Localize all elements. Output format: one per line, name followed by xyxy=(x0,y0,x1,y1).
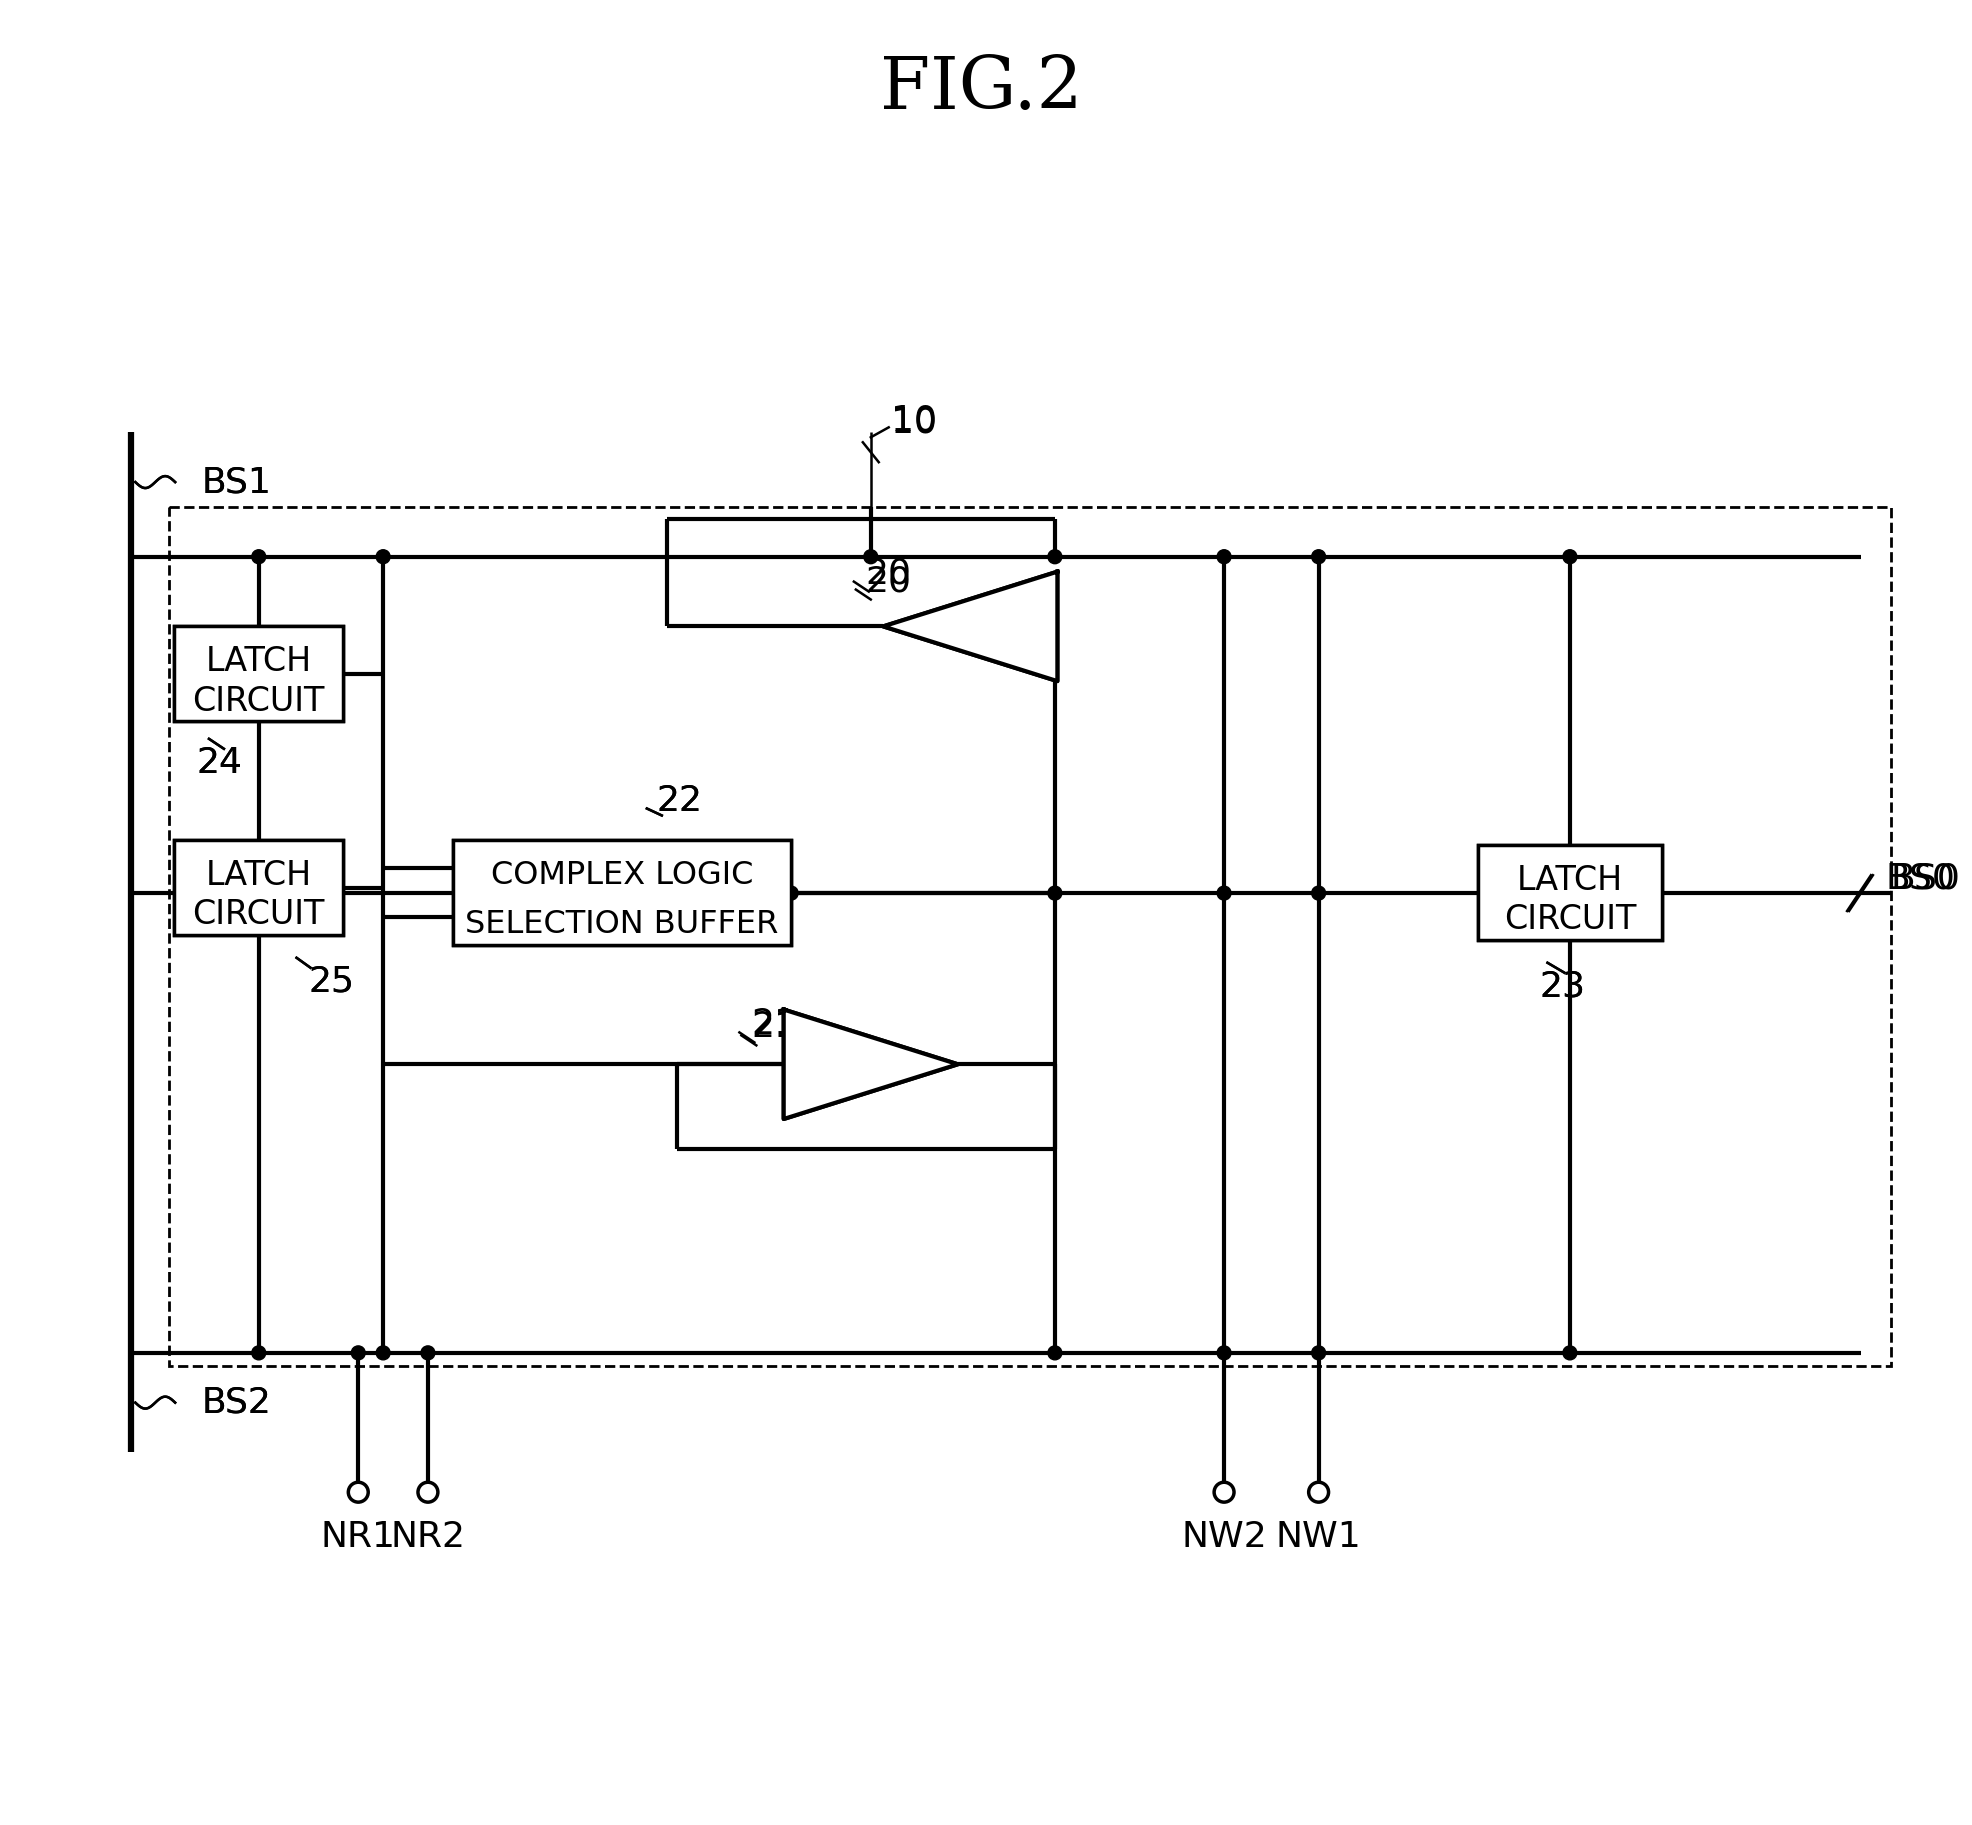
Text: LATCH: LATCH xyxy=(205,644,312,677)
Text: COMPLEX LOGIC: COMPLEX LOGIC xyxy=(491,860,753,891)
Text: 22: 22 xyxy=(657,783,702,818)
Circle shape xyxy=(1564,887,1578,900)
Bar xyxy=(174,626,343,721)
Polygon shape xyxy=(883,571,1057,681)
Text: 25: 25 xyxy=(308,965,355,998)
Circle shape xyxy=(351,1345,365,1360)
Circle shape xyxy=(1311,887,1325,900)
Polygon shape xyxy=(883,571,1057,681)
Text: BS0: BS0 xyxy=(1891,861,1960,896)
Circle shape xyxy=(1047,549,1061,564)
Text: BS1: BS1 xyxy=(201,465,270,498)
Text: NW1: NW1 xyxy=(1276,1520,1361,1553)
Text: 20: 20 xyxy=(866,564,911,599)
Text: 23: 23 xyxy=(1540,969,1585,1004)
Text: CIRCUIT: CIRCUIT xyxy=(1505,903,1637,936)
Circle shape xyxy=(1311,549,1325,564)
Text: COMPLEX LOGIC: COMPLEX LOGIC xyxy=(491,860,753,891)
Text: 23: 23 xyxy=(1540,969,1585,1004)
Text: SELECTION BUFFER: SELECTION BUFFER xyxy=(465,909,779,940)
Bar xyxy=(1477,845,1662,940)
Bar xyxy=(174,626,343,721)
Text: 21: 21 xyxy=(751,1011,797,1044)
Polygon shape xyxy=(783,1009,958,1119)
Text: 10: 10 xyxy=(891,403,937,438)
Circle shape xyxy=(377,1345,390,1360)
Text: 20: 20 xyxy=(866,557,911,591)
Text: CIRCUIT: CIRCUIT xyxy=(1505,903,1637,936)
Text: BS1: BS1 xyxy=(201,465,270,498)
Circle shape xyxy=(420,1345,436,1360)
Text: NW2: NW2 xyxy=(1181,1520,1266,1553)
Text: CIRCUIT: CIRCUIT xyxy=(193,898,325,931)
Text: LATCH: LATCH xyxy=(1516,863,1623,896)
Text: 10: 10 xyxy=(891,405,937,440)
Circle shape xyxy=(1564,549,1578,564)
Text: 24: 24 xyxy=(195,746,243,779)
Circle shape xyxy=(252,1345,266,1360)
Text: CIRCUIT: CIRCUIT xyxy=(193,684,325,717)
Text: CIRCUIT: CIRCUIT xyxy=(193,684,325,717)
Circle shape xyxy=(1217,887,1231,900)
Bar xyxy=(454,840,791,945)
Circle shape xyxy=(1564,1345,1578,1360)
Bar xyxy=(174,840,343,934)
Bar xyxy=(454,840,791,945)
Circle shape xyxy=(1047,1345,1061,1360)
Text: 21: 21 xyxy=(751,1007,797,1042)
Text: BS0: BS0 xyxy=(1885,861,1956,896)
Text: BS2: BS2 xyxy=(201,1385,270,1420)
Text: SELECTION BUFFER: SELECTION BUFFER xyxy=(465,909,779,940)
Text: BS2: BS2 xyxy=(201,1385,270,1420)
Text: 25: 25 xyxy=(308,965,355,998)
Text: LATCH: LATCH xyxy=(205,644,312,677)
Circle shape xyxy=(864,549,878,564)
Circle shape xyxy=(377,549,390,564)
Circle shape xyxy=(252,549,266,564)
Circle shape xyxy=(1311,1345,1325,1360)
Text: 22: 22 xyxy=(657,783,702,818)
Circle shape xyxy=(1047,887,1061,900)
Circle shape xyxy=(1217,549,1231,564)
Text: NR1: NR1 xyxy=(321,1520,396,1553)
Text: LATCH: LATCH xyxy=(205,860,312,892)
Bar xyxy=(170,507,1891,1365)
Circle shape xyxy=(785,887,799,900)
Text: 24: 24 xyxy=(195,746,243,779)
Polygon shape xyxy=(783,1009,958,1119)
Bar xyxy=(1477,845,1662,940)
Bar xyxy=(174,840,343,934)
Text: LATCH: LATCH xyxy=(205,860,312,892)
Text: NR2: NR2 xyxy=(390,1520,465,1553)
Circle shape xyxy=(1217,1345,1231,1360)
Text: FIG.2: FIG.2 xyxy=(880,53,1083,124)
Text: LATCH: LATCH xyxy=(1516,863,1623,896)
Text: CIRCUIT: CIRCUIT xyxy=(193,898,325,931)
